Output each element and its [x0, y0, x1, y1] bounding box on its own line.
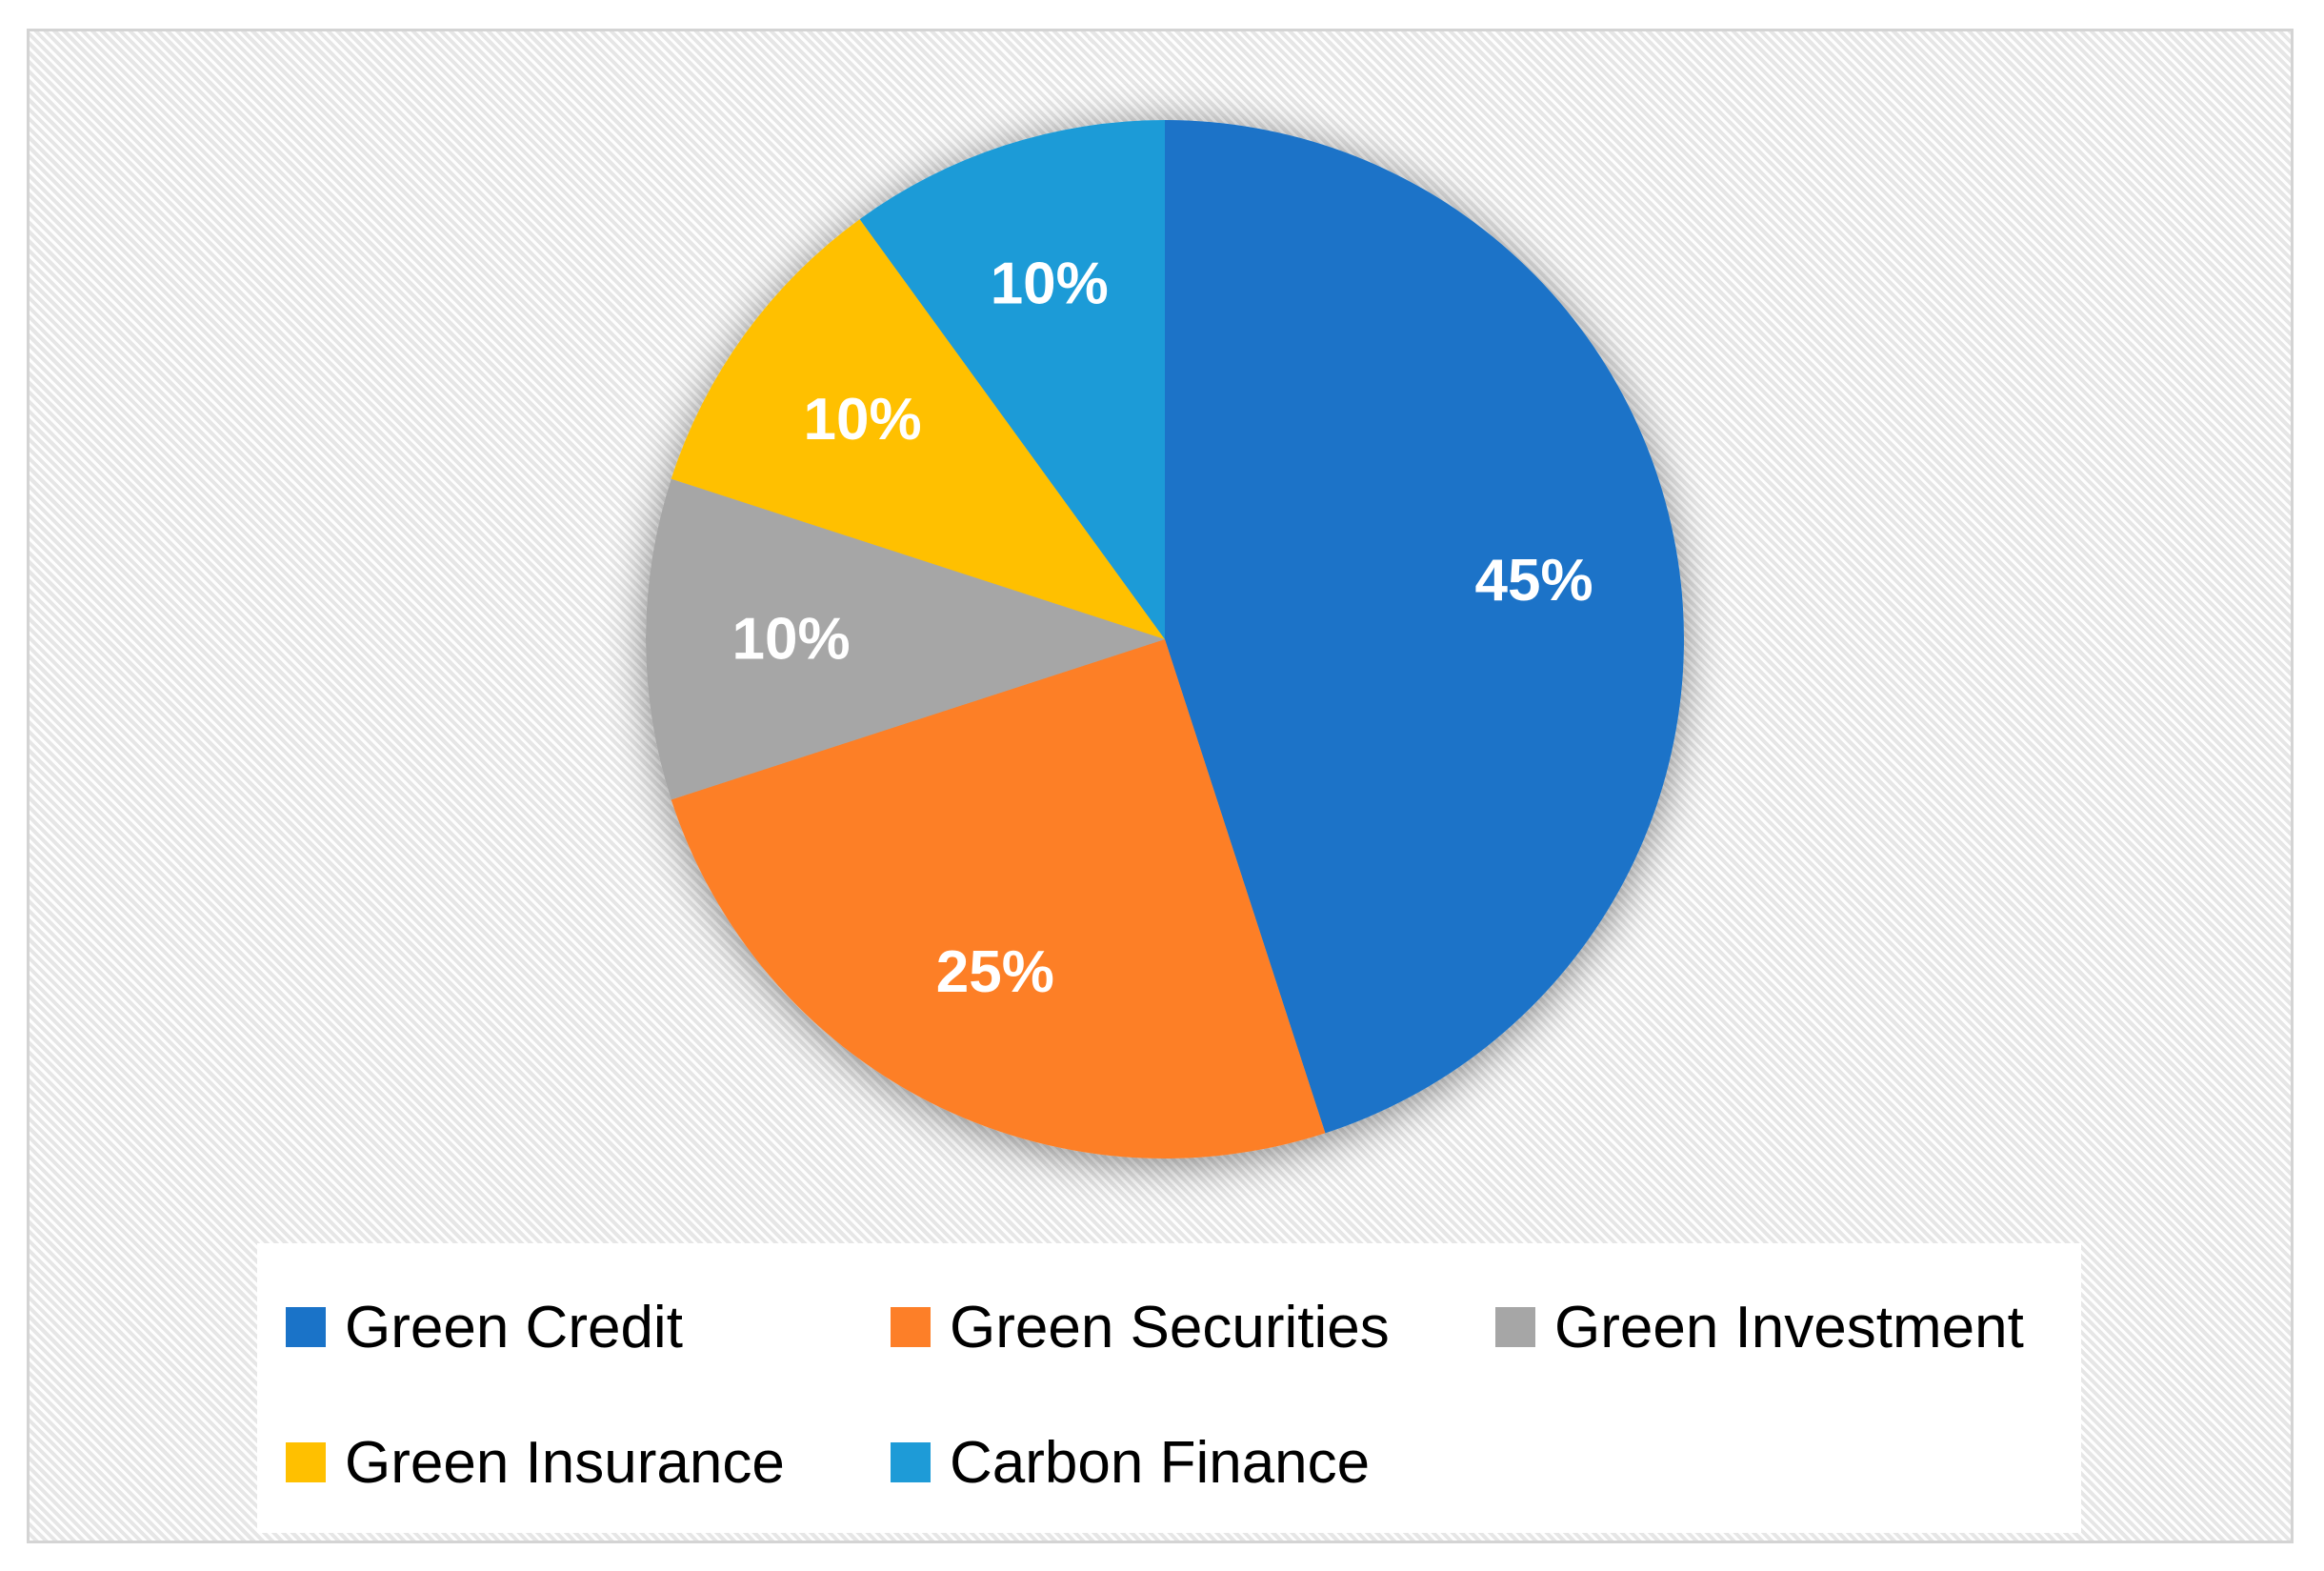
- data-label-green-investment: 10%: [732, 607, 851, 673]
- legend-label-green-securities: Green Securities: [950, 1294, 1390, 1360]
- pie-slice-green-securities: [671, 639, 1326, 1159]
- legend-swatch-green-securities: [891, 1307, 931, 1347]
- legend-swatch-green-credit: [286, 1307, 326, 1347]
- legend: Green Credit Green Securities Green Inve…: [257, 1243, 2081, 1533]
- legend-label-green-insurance: Green Insurance: [345, 1429, 785, 1496]
- data-label-green-securities: 25%: [936, 939, 1054, 1005]
- legend-label-carbon-finance: Carbon Finance: [950, 1429, 1371, 1496]
- pie-chart: 45% 25% 10% 10% 10%: [646, 120, 1685, 1159]
- pie-slice-green-investment: [646, 478, 1165, 800]
- legend-item-green-investment: Green Investment: [1495, 1289, 2024, 1365]
- legend-swatch-green-insurance: [286, 1442, 326, 1482]
- chart-area: 45% 25% 10% 10% 10% Green Credit Green Secur…: [27, 29, 2294, 1543]
- legend-item-green-credit: Green Credit: [286, 1289, 683, 1365]
- data-label-green-credit: 45%: [1475, 548, 1593, 614]
- legend-item-green-insurance: Green Insurance: [286, 1424, 785, 1501]
- pie-slices: [646, 120, 1685, 1159]
- legend-item-carbon-finance: Carbon Finance: [891, 1424, 1370, 1501]
- data-label-carbon-finance: 10%: [991, 251, 1109, 316]
- legend-swatch-green-investment: [1495, 1307, 1535, 1347]
- legend-label-green-credit: Green Credit: [345, 1294, 683, 1360]
- legend-swatch-carbon-finance: [891, 1442, 931, 1482]
- pie-slice-green-credit: [1165, 120, 1685, 1134]
- pie-data-labels: 45% 25% 10% 10% 10%: [732, 251, 1593, 1005]
- legend-item-green-securities: Green Securities: [891, 1289, 1390, 1365]
- data-label-green-insurance: 10%: [803, 387, 921, 453]
- legend-label-green-investment: Green Investment: [1554, 1294, 2024, 1360]
- pie-slice-green-insurance: [671, 219, 1165, 639]
- pie-slice-carbon-finance: [859, 120, 1165, 639]
